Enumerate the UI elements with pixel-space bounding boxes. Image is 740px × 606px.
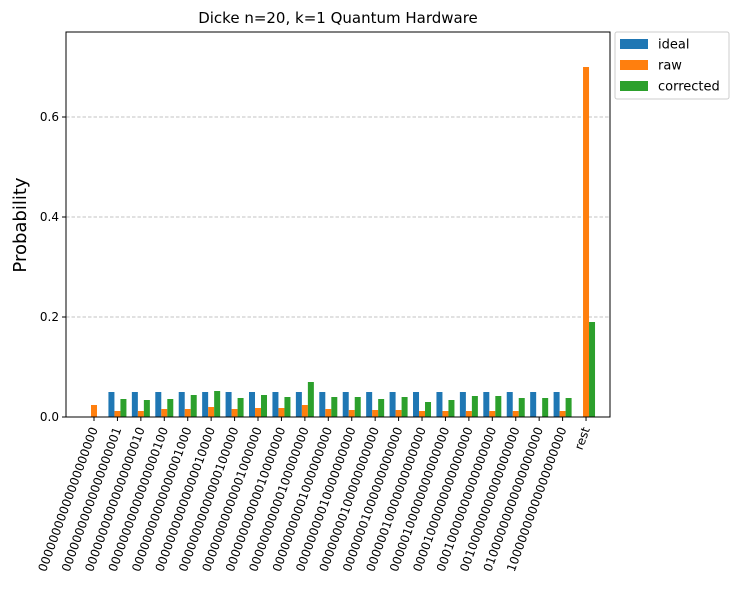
bar-raw	[465, 411, 472, 417]
grid-layer	[66, 116, 610, 318]
bar-raw	[91, 405, 97, 417]
bar-ideal	[483, 392, 490, 417]
legend: ideal raw corrected	[614, 31, 730, 100]
bars-layer	[91, 67, 596, 417]
bar-corrected	[495, 396, 502, 417]
y-tick-label: 0.6	[40, 110, 59, 124]
bar-corrected	[542, 398, 549, 417]
bar-corrected	[518, 398, 525, 417]
bar-raw	[348, 410, 355, 417]
bar-raw	[489, 411, 496, 417]
bar-ideal	[295, 392, 302, 417]
bar-raw	[301, 405, 308, 417]
bar-ideal	[225, 392, 232, 417]
bar-corrected	[565, 398, 572, 417]
y-tick-label: 0.2	[40, 310, 59, 324]
y-tick-label: 0.4	[40, 210, 59, 224]
bar-corrected	[190, 395, 197, 417]
bar-raw	[583, 67, 590, 417]
bar-corrected	[167, 399, 174, 417]
bar-corrected	[401, 397, 408, 417]
bar-raw	[278, 408, 285, 417]
bar-raw	[137, 411, 144, 417]
legend-swatch-raw	[620, 60, 648, 70]
legend-label-corrected: corrected	[658, 80, 720, 95]
bar-raw	[325, 409, 332, 417]
bar-raw	[559, 411, 566, 417]
bar-corrected	[331, 397, 338, 417]
bar-raw	[372, 410, 379, 417]
axes-layer: 0.00.20.40.60000000000000000000000000000…	[35, 31, 611, 574]
bar-ideal	[553, 392, 560, 417]
y-axis-label: Probability	[10, 177, 31, 272]
bar-raw	[184, 409, 191, 417]
bar-ideal	[131, 392, 138, 417]
bar-ideal	[155, 392, 162, 417]
bar-ideal	[506, 392, 513, 417]
bar-ideal	[389, 392, 396, 417]
x-tick-label: rest	[572, 425, 593, 452]
bar-raw	[512, 411, 519, 417]
legend-label-ideal: ideal	[658, 38, 689, 53]
bar-ideal	[319, 392, 326, 417]
bar-raw	[442, 411, 449, 417]
bar-raw	[161, 409, 168, 417]
bar-corrected	[214, 391, 221, 417]
bar-raw	[255, 408, 262, 417]
bar-corrected	[354, 397, 361, 417]
bar-corrected	[378, 399, 385, 417]
bar-raw	[208, 407, 215, 417]
bar-corrected	[307, 382, 314, 417]
bar-ideal	[249, 392, 256, 417]
bar-corrected	[425, 402, 432, 417]
bar-raw	[395, 410, 402, 417]
bar-ideal	[342, 392, 349, 417]
bar-raw	[114, 411, 121, 417]
bar-corrected	[143, 400, 150, 417]
bar-ideal	[459, 392, 466, 417]
bar-raw	[419, 411, 426, 417]
bar-ideal	[366, 392, 373, 417]
bar-ideal	[178, 392, 185, 417]
bar-corrected	[261, 395, 268, 417]
bar-ideal	[108, 392, 115, 417]
legend-swatch-corrected	[620, 81, 648, 91]
bar-corrected	[448, 400, 455, 417]
bar-corrected	[120, 399, 127, 417]
bar-ideal	[272, 392, 279, 417]
bar-raw	[231, 409, 238, 417]
bar-corrected	[471, 396, 478, 417]
bar-ideal	[202, 392, 209, 417]
legend-label-raw: raw	[658, 59, 682, 74]
bar-corrected	[284, 397, 291, 417]
chart-title: Dicke n=20, k=1 Quantum Hardware	[198, 9, 478, 27]
y-tick-label: 0.0	[40, 410, 59, 424]
bar-corrected	[589, 322, 596, 417]
legend-swatch-ideal	[620, 39, 648, 49]
bar-ideal	[436, 392, 443, 417]
bar-ideal	[530, 392, 537, 417]
bar-ideal	[413, 392, 420, 417]
bar-corrected	[237, 398, 244, 417]
plot-frame	[65, 31, 611, 418]
